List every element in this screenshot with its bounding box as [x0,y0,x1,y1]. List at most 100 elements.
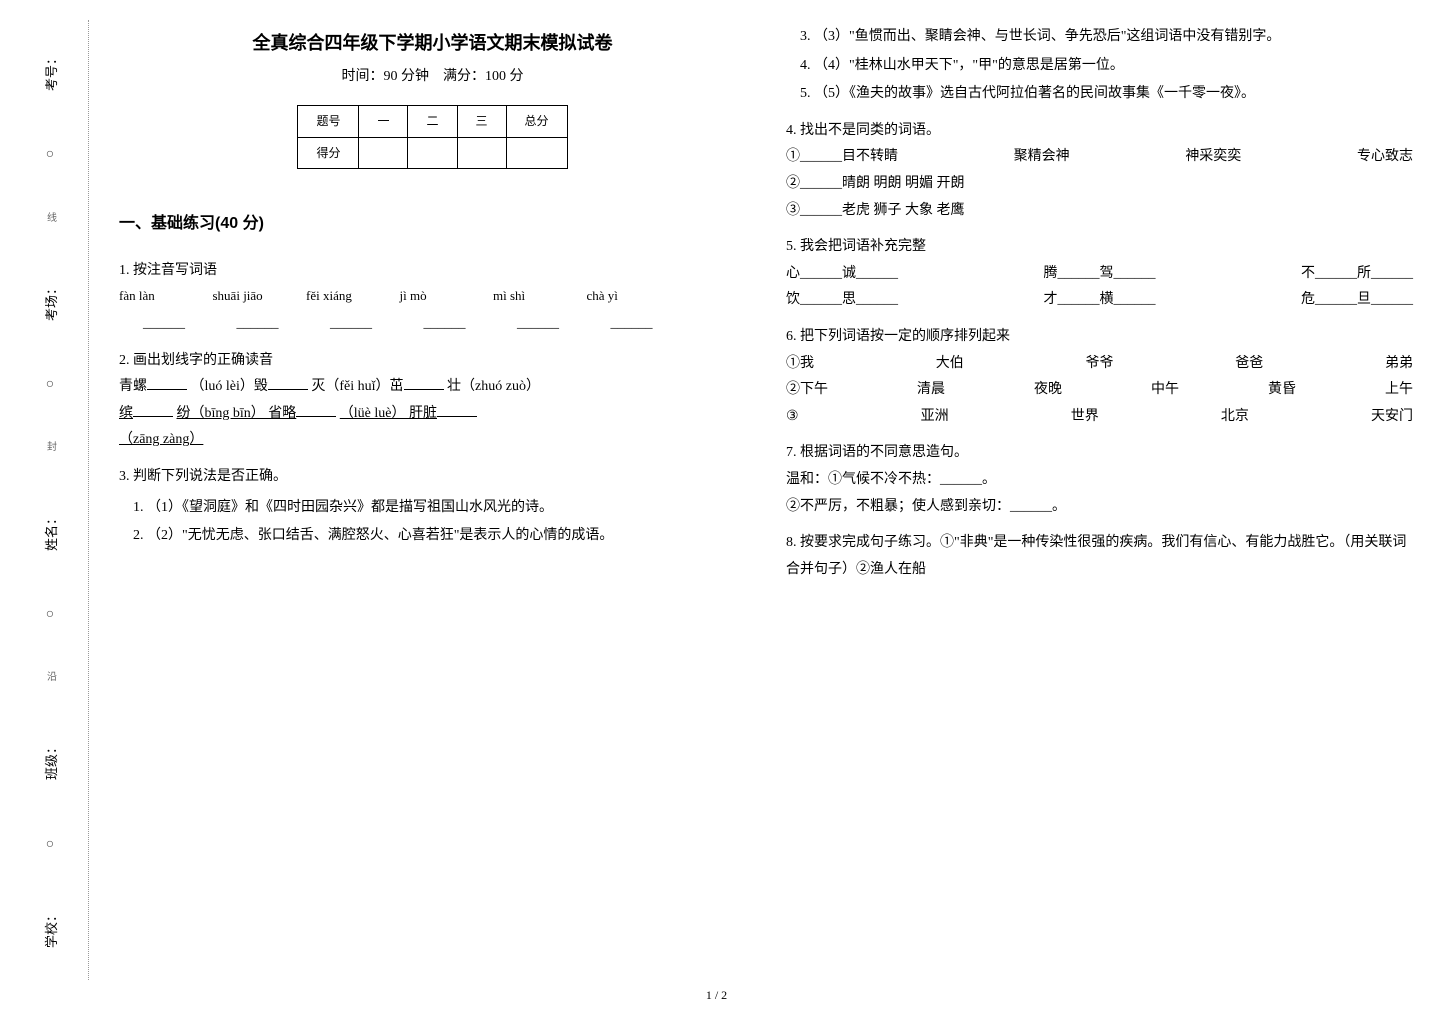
q5-item: 腾______驾______ [1044,261,1156,288]
q2-text: （zāng zàng） [119,432,203,447]
question-8: 8. 按要求完成句子练习。①"非典"是一种传染性很强的疾病。我们有信心、有能力战… [786,530,1413,583]
question-2: 2. 画出划线字的正确读音 青螺 （luó lèi）毁 灭（fěi huǐ）茁 … [119,348,746,454]
blank: ______ [213,311,303,338]
exam-title: 全真综合四年级下学期小学语文期末模拟试卷 [119,26,746,60]
q1-pinyin-row: fàn làn shuāi jiāo fěi xiáng jì mò mì sh… [119,284,746,311]
side-circle: ○ [46,377,54,393]
side-cut-line: 线 [43,212,58,226]
blank [133,402,173,417]
table-row: 得分 [298,137,567,169]
list-item: （1）《望洞庭》和《四时田园杂兴》都是描写祖国山水风光的诗。 [147,495,746,522]
pinyin: chà yì [587,284,677,309]
q4-row1: ①______目不转睛 聚精会神 神采奕奕 专心致志 [786,144,1413,171]
q6-item: 北京 [1221,404,1249,431]
q8-stem: 8. 按要求完成句子练习。①"非典"是一种传染性很强的疾病。我们有信心、有能力战… [786,530,1413,583]
list-item: （4）"桂林山水甲天下"，"甲"的意思是居第一位。 [814,53,1413,80]
q6-row1: ①我 大伯 爷爷 爸爸 弟弟 [786,351,1413,378]
head-label: 题号 [298,105,359,137]
q6-item: 爷爷 [1086,351,1114,378]
side-name: 姓名： [41,512,60,551]
side-class: 班级： [41,741,60,780]
q6-item: 夜晚 [1034,377,1062,404]
q5-row2: 饮______思______ 才______横______ 危______旦__… [786,287,1413,314]
q5-item: 不______所______ [1301,261,1413,288]
q6-item: 弟弟 [1385,351,1413,378]
q4-opt: 聚精会神 [1014,144,1070,171]
pinyin: fàn làn [119,284,209,309]
blank [296,402,336,417]
blank: ______ [400,311,490,338]
side-school: 学校： [41,909,60,948]
side-room: 考场： [41,282,60,321]
list-item: （3）"鱼惯而出、聚睛会神、与世长词、争先恐后"这组词语中没有错别字。 [814,24,1413,51]
q6-row2: ②下午 清晨 夜晚 中午 黄昏 上午 [786,377,1413,404]
q5-item: 心______诚______ [786,261,898,288]
blank [437,402,477,417]
q6-item: 大伯 [936,351,964,378]
q2-text: （lüè luè） 肝脏 [340,406,437,421]
left-column: 全真综合四年级下学期小学语文期末模拟试卷 时间：90 分钟 满分：100 分 题… [119,20,746,980]
q6-item: 清晨 [917,377,945,404]
blank [147,375,187,390]
q6-item: 中午 [1151,377,1179,404]
q3-stem: 3. 判断下列说法是否正确。 [119,464,746,491]
q5-stem: 5. 我会把词语补充完整 [786,234,1413,261]
q4-row2: ②______晴朗 明朗 明媚 开朗 [786,171,1413,198]
blank [404,375,444,390]
side-circle: ○ [46,147,54,163]
pinyin: shuāi jiāo [213,284,303,309]
score-cell [506,137,567,169]
q4-row3: ③______老虎 狮子 大象 老鹰 [786,198,1413,225]
q4-opt: ①______目不转睛 [786,144,898,171]
row-label: 得分 [298,137,359,169]
col-total: 总分 [506,105,567,137]
blank: ______ [493,311,583,338]
q2-text: 壮（zhuó zuò） [447,379,540,394]
q2-text: （luó lèi）毁 [191,379,268,394]
q3-list: （1）《望洞庭》和《四时田园杂兴》都是描写祖国山水风光的诗。 （2）"无忧无虑、… [147,495,746,550]
q6-item: ③ [786,404,799,431]
list-item: （2）"无忧无虑、张口结舌、满腔怒火、心喜若狂"是表示人的心情的成语。 [147,523,746,550]
q2-text: 灭（fěi huǐ）茁 [311,379,403,394]
q7-line1: 温和：①气候不冷不热：______。 [786,467,1413,494]
q4-opt: 专心致志 [1357,144,1413,171]
q2-line1: 青螺 （luó lèi）毁 灭（fěi huǐ）茁 壮（zhuó zuò） [119,374,746,401]
question-7: 7. 根据词语的不同意思造句。 温和：①气候不冷不热：______。 ②不严厉，… [786,440,1413,520]
list-item: （5）《渔夫的故事》选自古代阿拉伯著名的民间故事集《一千零一夜》。 [814,81,1413,108]
question-3: 3. 判断下列说法是否正确。 （1）《望洞庭》和《四时田园杂兴》都是描写祖国山水… [119,464,746,550]
score-cell [359,137,408,169]
page: 全真综合四年级下学期小学语文期末模拟试卷 时间：90 分钟 满分：100 分 题… [89,20,1413,980]
q6-row3: ③ 亚洲 世界 北京 天安门 [786,404,1413,431]
q1-stem: 1. 按注音写词语 [119,258,746,285]
col-3: 三 [457,105,506,137]
q6-item: 黄昏 [1268,377,1296,404]
q7-stem: 7. 根据词语的不同意思造句。 [786,440,1413,467]
side-seat: 考号： [41,52,60,91]
page-number: 1 / 2 [706,988,727,1003]
side-circle: ○ [46,837,54,853]
binding-strip: 考号： ○ 线 考场： ○ 封 姓名： ○ 沿 班级： ○ 学校： [20,20,89,980]
table-row: 题号 一 二 三 总分 [298,105,567,137]
question-6: 6. 把下列词语按一定的顺序排列起来 ①我 大伯 爷爷 爸爸 弟弟 ②下午 清晨… [786,324,1413,430]
pinyin: fěi xiáng [306,284,396,309]
time-label: 时间：90 分钟 [342,69,430,84]
q5-item: 饮______思______ [786,287,898,314]
q3-list-cont: （3）"鱼惯而出、聚睛会神、与世长词、争先恐后"这组词语中没有错别字。 （4）"… [814,24,1413,108]
q6-item: ①我 [786,351,814,378]
question-1: 1. 按注音写词语 fàn làn shuāi jiāo fěi xiáng j… [119,258,746,338]
q6-item: 世界 [1071,404,1099,431]
q1-blank-row: ______ ______ ______ ______ ______ _____… [119,311,746,338]
q2-text: 青螺 [119,379,147,394]
q2-line2: 缤 纷（bīng bīn） 省略 （lüè luè） 肝脏 （zāng zàng… [119,401,746,454]
col-1: 一 [359,105,408,137]
q2-text: 缤 [119,406,133,421]
side-circle: ○ [46,607,54,623]
full-score-label: 满分：100 分 [443,69,524,84]
q5-row1: 心______诚______ 腾______驾______ 不______所__… [786,261,1413,288]
exam-subtitle: 时间：90 分钟 满分：100 分 [119,64,746,91]
pinyin: jì mò [400,284,490,309]
col-2: 二 [408,105,457,137]
score-cell [408,137,457,169]
pinyin: mì shì [493,284,583,309]
q6-item: ②下午 [786,377,828,404]
